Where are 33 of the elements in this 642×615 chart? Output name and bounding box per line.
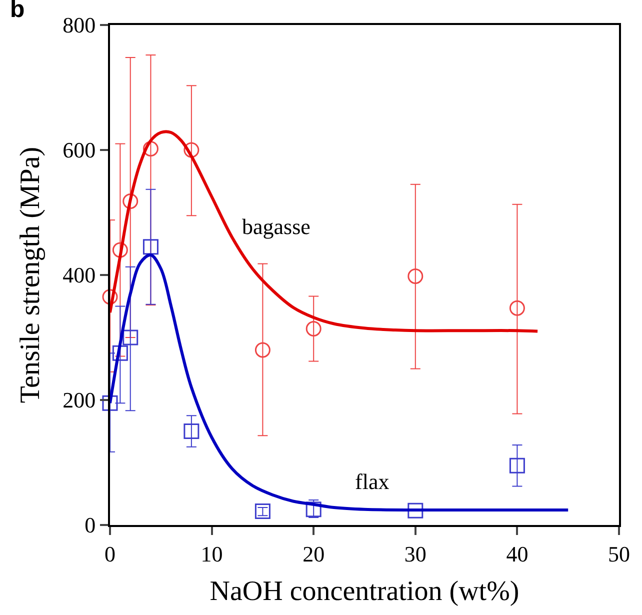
point (254, 504, 270, 519)
y-axis-title: Tensile strength (MPa) (14, 146, 46, 404)
point (408, 268, 424, 284)
series-label: bagasse (242, 214, 310, 239)
series-label: flax (355, 469, 390, 494)
point (142, 239, 158, 255)
y-tick-label: 400 (62, 262, 96, 288)
x-tick-label: 0 (104, 541, 116, 566)
x-axis-title: NaOH concentration (wt%) (210, 576, 520, 607)
point (306, 321, 322, 336)
y-tick-label: 800 (62, 12, 96, 38)
point (254, 342, 270, 358)
point (122, 194, 138, 209)
y-tick-label: 200 (62, 388, 96, 413)
point (408, 502, 424, 518)
point (184, 424, 200, 439)
y-tick-label: 600 (62, 138, 96, 163)
point (122, 330, 138, 346)
line-series (110, 130, 540, 333)
point (509, 300, 525, 316)
point (112, 242, 128, 258)
point (102, 395, 118, 411)
x-tick-label: 30 (404, 541, 426, 566)
point (102, 289, 118, 305)
y-tick-label: 0 (84, 512, 96, 538)
point (184, 142, 200, 158)
x-tick-label: 20 (302, 541, 325, 566)
point (509, 458, 525, 474)
x-tick-label: 10 (200, 541, 223, 566)
point (112, 345, 128, 361)
x-tick-label: 40 (506, 541, 528, 566)
point (142, 141, 158, 156)
x-tick-label: 50 (608, 541, 630, 566)
